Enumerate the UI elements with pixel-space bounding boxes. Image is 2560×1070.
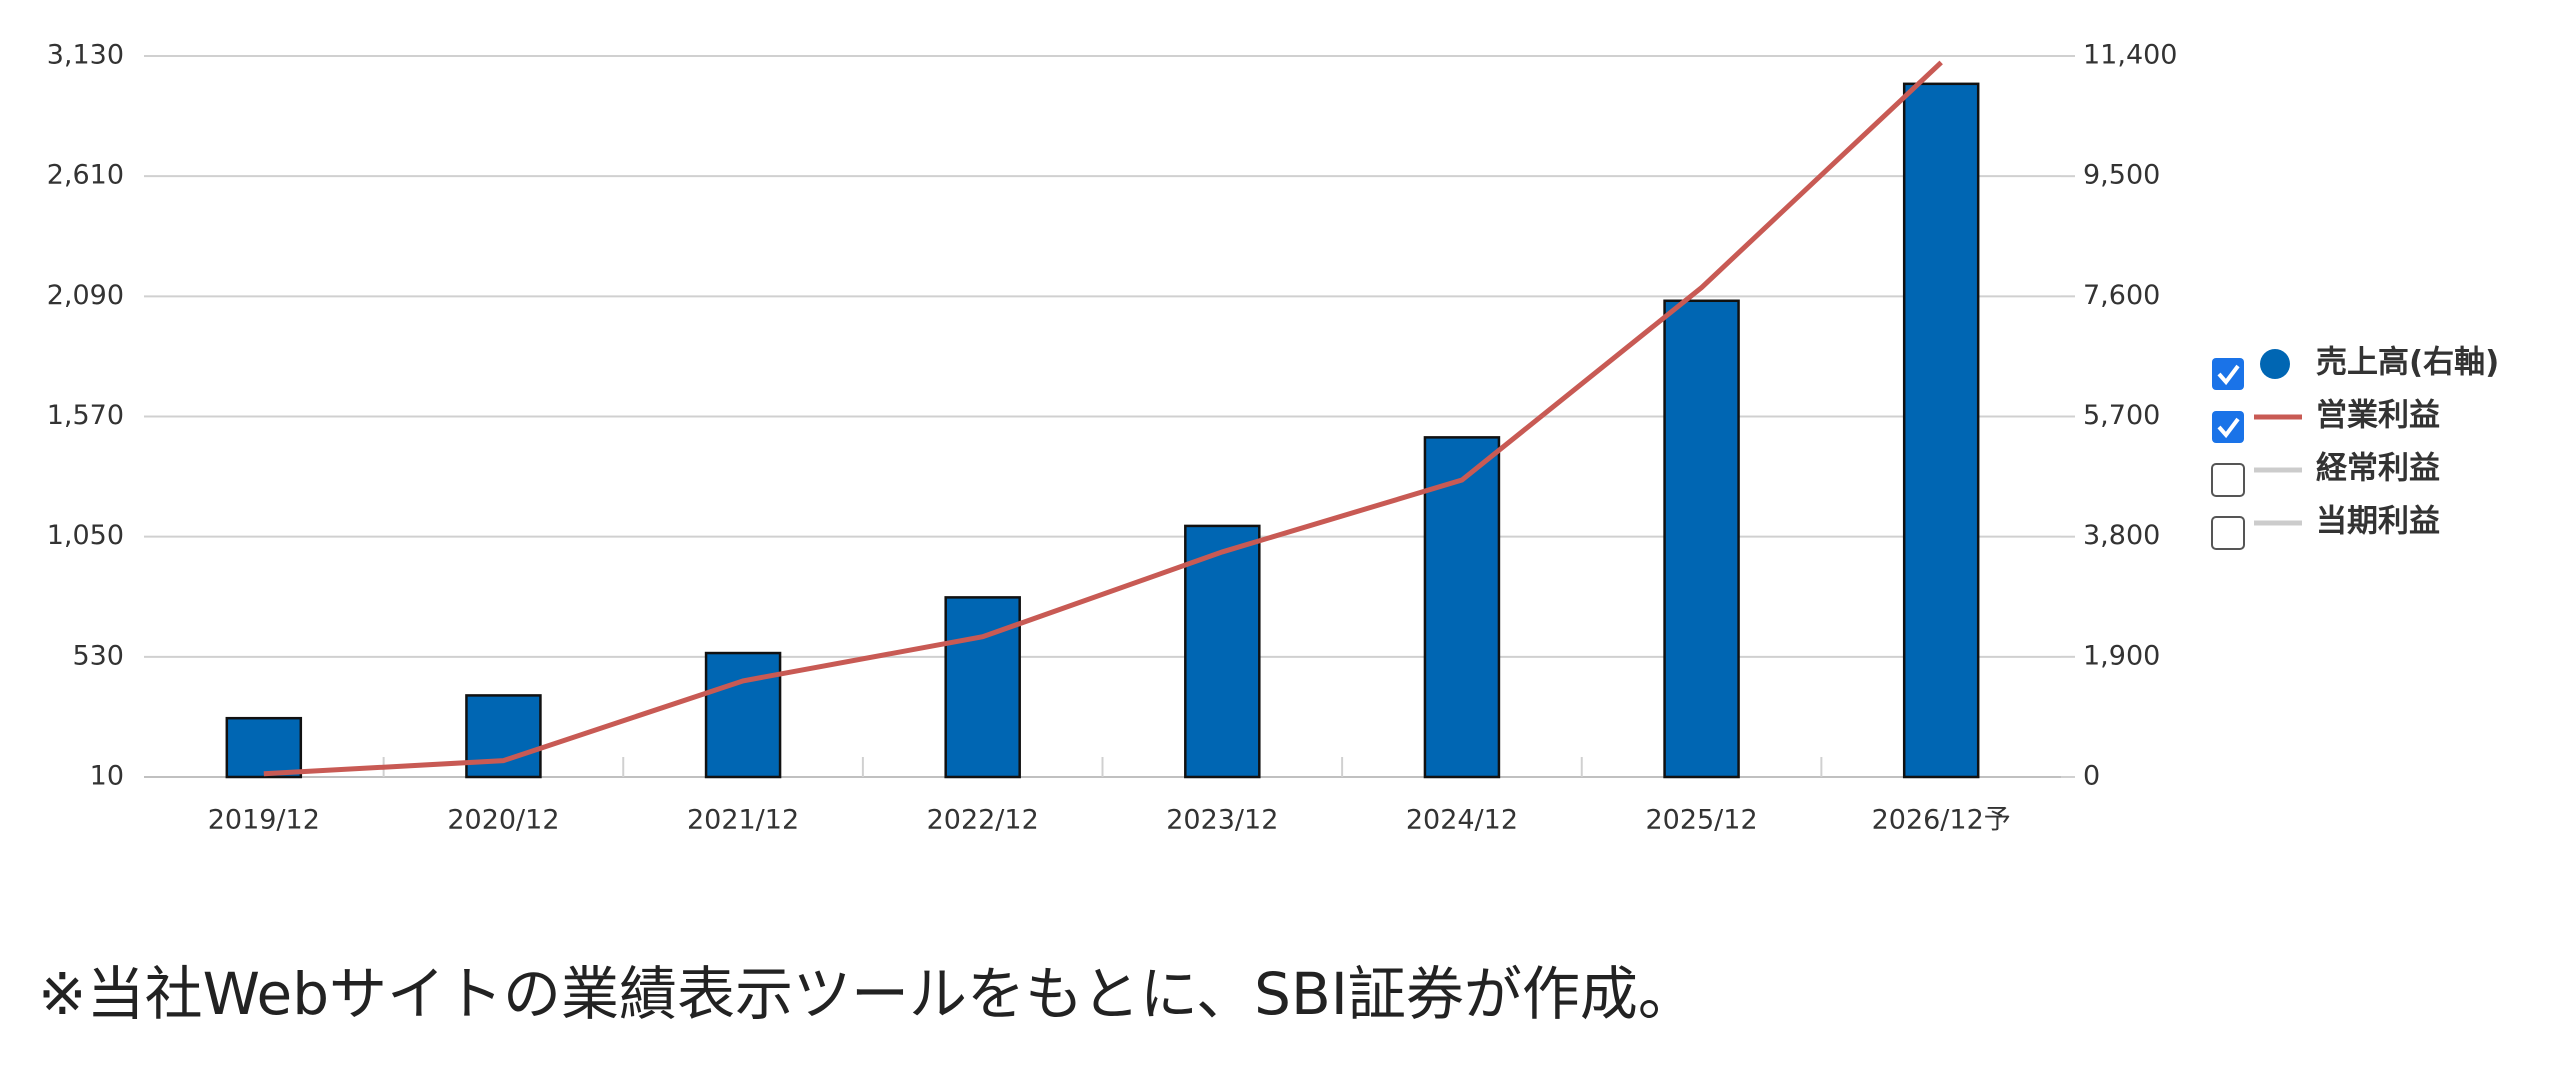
legend-label: 売上高(右軸) — [2316, 345, 2499, 381]
bar — [1902, 82, 1980, 779]
bar — [944, 596, 1021, 779]
y-tick-label: 2,090 — [47, 280, 124, 311]
x-tick-label: 2021/12 — [687, 805, 799, 836]
x-tick-label: 2019/12 — [208, 805, 320, 836]
legend-checkbox — [2211, 516, 2245, 550]
bar — [225, 716, 303, 779]
y2-tick-label: 0 — [2083, 761, 2100, 792]
legend-checkbox — [2212, 358, 2244, 390]
legend-label: 経常利益 — [2316, 451, 2440, 487]
x-tick-label: 2020/12 — [447, 805, 559, 836]
y-tick-label: 3,130 — [47, 40, 124, 71]
bar — [1184, 524, 1261, 779]
legend-label: 当期利益 — [2316, 504, 2440, 540]
bar — [1663, 299, 1740, 779]
legend-marker — [2260, 349, 2290, 379]
y2-tick-label: 9,500 — [2083, 160, 2160, 191]
line — [263, 60, 1943, 777]
legend-check — [2217, 364, 2240, 386]
footnote: ※当社Webサイトの業績表示ツールをもとに、SBI証券が作成。 — [38, 960, 1696, 1028]
y-tick-label: 1,570 — [47, 400, 124, 431]
y2-tick-label: 1,900 — [2083, 640, 2160, 671]
y-tick-label: 2,610 — [47, 160, 124, 191]
bar — [704, 651, 782, 779]
y2-tick-label: 3,800 — [2083, 520, 2160, 551]
y2-tick-label: 7,600 — [2083, 280, 2160, 311]
legend-label: 営業利益 — [2316, 398, 2440, 434]
legend-check — [2217, 417, 2240, 439]
y-tick-label: 530 — [72, 640, 124, 671]
x-tick-label: 2022/12 — [927, 805, 1039, 836]
y2-tick-label: 11,400 — [2083, 40, 2177, 71]
y-tick-label: 1,050 — [47, 520, 124, 551]
bar — [465, 694, 542, 779]
x-tick-label: 2025/12 — [1645, 805, 1757, 836]
legend-checkbox — [2212, 411, 2244, 443]
legend-checkbox — [2211, 463, 2245, 497]
x-tick-label: 2026/12予 — [1872, 805, 2011, 836]
y2-tick-label: 5,700 — [2083, 400, 2160, 431]
x-tick-label: 2023/12 — [1166, 805, 1278, 836]
x-tick-label: 2024/12 — [1406, 805, 1518, 836]
bar — [1423, 436, 1501, 779]
y-tick-label: 10 — [90, 761, 124, 792]
